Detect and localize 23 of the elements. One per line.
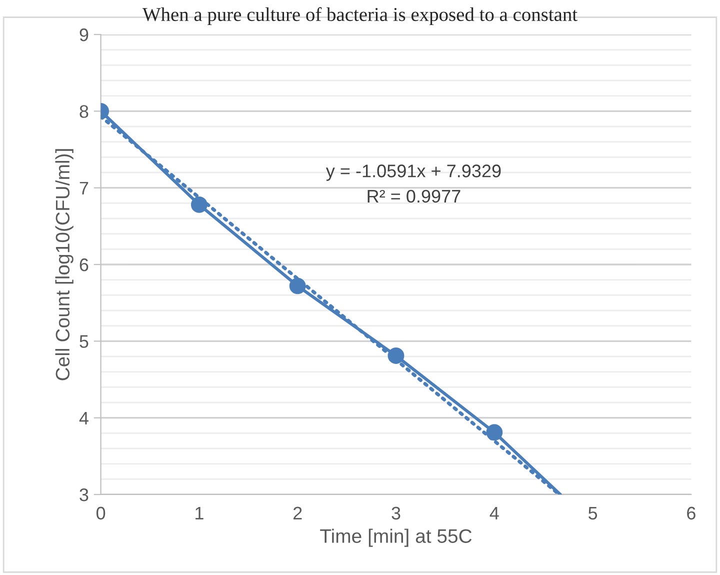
y-tick-label: 9: [80, 28, 88, 42]
point: [190, 196, 208, 213]
annotation: R² = 0.9977: [368, 190, 460, 203]
y-tick-label: 7: [80, 182, 88, 194]
point: [388, 348, 404, 364]
x-tick-label: 5: [588, 506, 598, 520]
x-axis-title: Time [min] at 55C: [320, 528, 472, 547]
y-tick-label: 8: [80, 105, 88, 118]
y-tick-label: 4: [79, 412, 88, 424]
x-tick-label: 0: [96, 506, 106, 520]
annotation: y = -1.0591x + 7.9329: [326, 164, 501, 181]
y-tick-label: 6: [80, 258, 88, 272]
y-axis-title: Cell Count [log10(CFU/ml)]: [55, 149, 74, 380]
x-tick-label: 4: [490, 506, 499, 520]
y-tick-label: 3: [80, 488, 88, 502]
x-tick-label: 3: [392, 506, 400, 520]
x-tick-label: 6: [687, 506, 696, 520]
x-tick-label: 1: [196, 506, 204, 520]
point: [289, 278, 306, 294]
y-tick-label: 5: [80, 335, 88, 348]
chart-title: When a pure culture of bacteria is exposed to a constant: [142, 7, 578, 26]
point: [486, 424, 503, 441]
x-tick-label: 2: [293, 506, 302, 520]
